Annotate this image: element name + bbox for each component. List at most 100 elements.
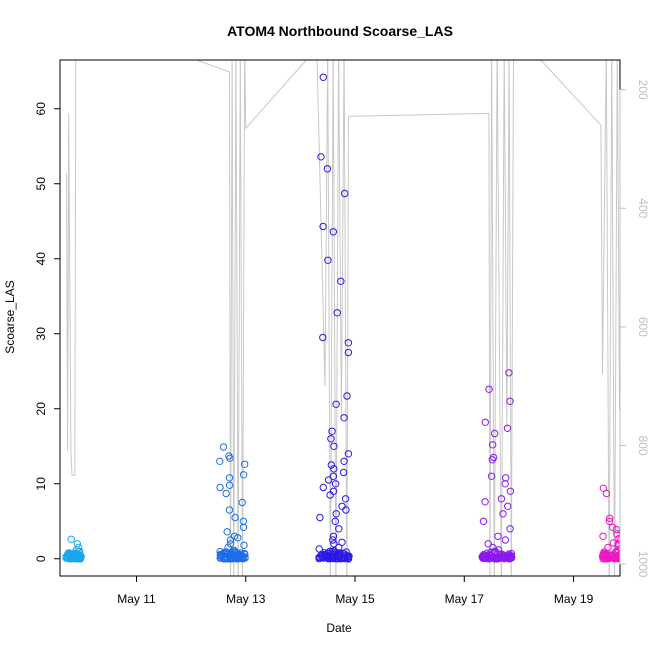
x-tick-label: May 13	[226, 592, 266, 606]
data-point	[340, 414, 348, 422]
data-point	[499, 510, 507, 518]
data-point	[319, 333, 327, 342]
data-point	[316, 513, 324, 522]
right-y-tick-label: 400	[636, 198, 650, 218]
data-point	[617, 546, 620, 554]
data-point	[342, 506, 350, 514]
scatter-points-layer	[62, 73, 629, 563]
data-point	[333, 309, 341, 317]
data-point	[503, 424, 512, 432]
y-tick-label: 40	[34, 252, 48, 266]
y-axis-label: Scoarse_LAS	[3, 280, 17, 353]
data-point	[216, 483, 224, 492]
data-point	[219, 443, 228, 451]
data-point	[617, 552, 620, 560]
data-point	[66, 549, 74, 558]
data-point	[487, 472, 496, 480]
data-point	[317, 153, 325, 161]
data-point	[225, 474, 234, 482]
y-tick-label: 0	[34, 555, 48, 562]
data-point	[614, 553, 620, 561]
data-point	[73, 551, 81, 560]
data-point	[506, 525, 514, 533]
data-point	[239, 471, 248, 479]
data-point	[344, 450, 353, 458]
data-point	[216, 554, 224, 562]
data-point	[67, 554, 75, 562]
data-point	[621, 554, 627, 560]
data-point	[478, 552, 487, 561]
data-point	[622, 555, 628, 561]
data-point	[618, 553, 620, 559]
x-tick-label: May 17	[445, 592, 485, 606]
data-point	[323, 551, 331, 560]
data-point	[66, 553, 74, 561]
data-point	[234, 534, 242, 542]
data-point	[619, 553, 620, 558]
x-axis-label: Date	[326, 621, 352, 635]
data-point	[226, 540, 235, 548]
x-tick-label: May 11	[117, 592, 156, 606]
data-point	[327, 461, 335, 469]
data-point	[329, 228, 337, 236]
data-point	[484, 540, 492, 548]
data-point	[67, 535, 75, 543]
data-point	[339, 468, 348, 477]
data-point	[344, 339, 353, 347]
data-point	[319, 222, 327, 231]
series-group-5	[598, 484, 629, 563]
data-point	[239, 523, 248, 531]
data-point	[329, 536, 337, 544]
data-point	[338, 502, 346, 510]
data-point	[74, 555, 82, 563]
right-y-tick-label: 600	[636, 317, 650, 337]
data-point	[330, 554, 338, 562]
data-point	[216, 457, 224, 465]
data-point	[339, 554, 347, 562]
data-point	[328, 427, 336, 435]
data-point	[327, 435, 335, 443]
data-point	[506, 554, 514, 562]
data-point	[335, 525, 343, 533]
data-point	[239, 517, 248, 525]
data-point	[319, 483, 327, 492]
data-point	[491, 429, 499, 438]
y-tick-label: 50	[34, 177, 48, 191]
x-tick-label: May 19	[554, 592, 594, 606]
data-point	[604, 543, 612, 552]
data-point	[502, 474, 510, 482]
data-point	[238, 498, 246, 507]
data-point	[240, 541, 248, 549]
data-point	[621, 553, 627, 559]
data-point	[331, 480, 340, 488]
data-point	[505, 369, 513, 377]
right-y-tick-label: 1000	[636, 551, 650, 578]
data-point	[329, 487, 338, 495]
data-point	[506, 397, 514, 405]
data-point	[226, 536, 235, 544]
data-point	[616, 552, 620, 560]
series-group-4	[478, 369, 516, 563]
data-point	[609, 523, 617, 531]
data-point	[225, 481, 234, 489]
data-point	[324, 476, 333, 484]
data-point	[623, 550, 629, 556]
data-point	[617, 544, 620, 552]
data-point	[606, 514, 614, 522]
data-point	[343, 392, 351, 400]
y-tick-label: 20	[34, 402, 48, 416]
axes-layer: 0 10 20 30 40 50 60 May 11 May 13 May 15 May 17 May…	[34, 59, 650, 606]
data-point	[315, 545, 323, 553]
data-point	[323, 165, 332, 173]
data-point	[622, 522, 628, 528]
data-point	[504, 502, 512, 510]
y-tick-label: 10	[34, 477, 48, 491]
data-point	[497, 495, 506, 503]
y-tick-label: 60	[34, 102, 48, 116]
data-point	[341, 189, 349, 198]
plot-frame	[59, 59, 621, 577]
data-point	[501, 480, 509, 488]
data-point	[332, 400, 340, 408]
data-point	[329, 532, 338, 540]
